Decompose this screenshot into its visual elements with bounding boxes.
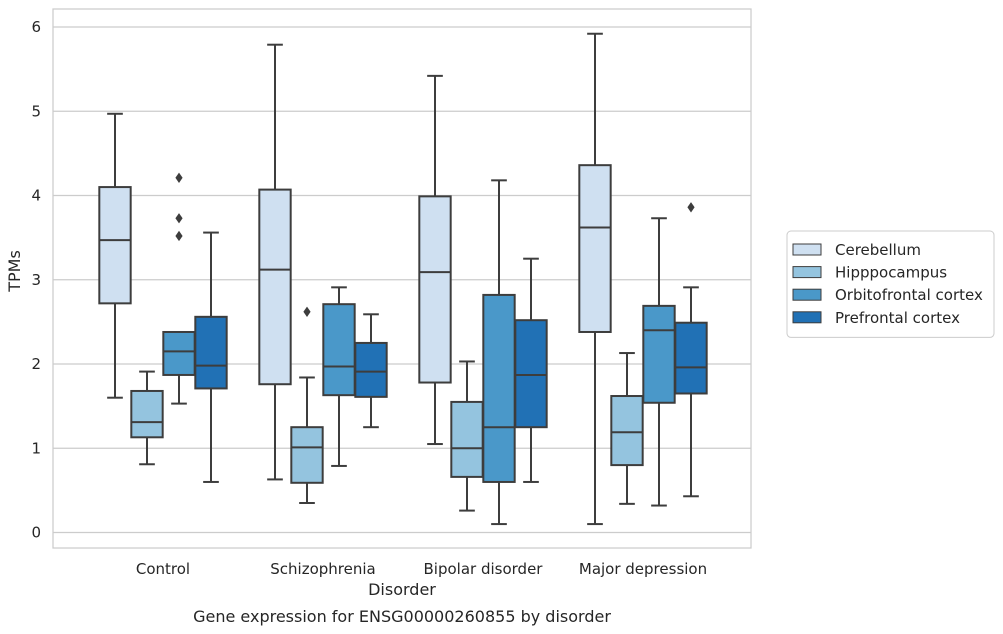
box-2-2 [482, 179, 516, 526]
box-3-1 [354, 313, 388, 429]
y-tick-label: 3 [31, 271, 41, 289]
y-tick-label: 0 [31, 524, 41, 542]
box-3-3 [674, 202, 708, 498]
box-0-1 [258, 43, 292, 481]
outlier-point [303, 306, 311, 317]
legend: Cerebellum Hipppocampus Orbitofrontal cort… [786, 230, 995, 338]
legend-label: Prefrontal cortex [835, 309, 960, 327]
y-tick-label: 5 [31, 102, 41, 120]
y-tick-label: 2 [31, 355, 41, 373]
y-axis-title: TPMs [5, 250, 24, 293]
box-iqr [482, 293, 516, 483]
box-1-2 [450, 360, 484, 512]
box-2-3 [642, 217, 676, 507]
x-axis-ticks: Control Schizophrenia Bipolar disorder Majo… [136, 560, 707, 578]
box-3-2 [514, 257, 548, 483]
boxes [98, 32, 708, 526]
box-iqr [290, 426, 324, 484]
y-tick-label: 1 [31, 439, 41, 457]
box-iqr [98, 186, 132, 305]
legend-swatch [792, 311, 822, 324]
legend-swatch [792, 243, 822, 256]
box-1-1 [290, 306, 324, 505]
box-iqr [130, 389, 164, 439]
x-tick-label: Major depression [579, 560, 707, 578]
y-tick-label: 4 [31, 187, 41, 205]
box-1-0 [130, 370, 164, 466]
box-iqr [194, 315, 228, 390]
box-3-0 [194, 231, 228, 483]
box-2-0 [162, 172, 196, 405]
box-iqr [258, 188, 292, 386]
legend-swatch [792, 266, 822, 279]
gridlines [53, 26, 751, 534]
box-iqr [514, 319, 548, 429]
legend-label: Cerebellum [835, 241, 921, 259]
x-tick-label: Bipolar disorder [424, 560, 544, 578]
box-iqr [578, 164, 612, 333]
box-iqr [322, 303, 356, 397]
box-iqr [354, 341, 388, 398]
box-0-3 [578, 32, 612, 526]
plot-area [52, 8, 752, 549]
box-0-2 [418, 74, 452, 446]
outlier-point [175, 213, 183, 224]
box-0-0 [98, 112, 132, 399]
box-iqr [674, 321, 708, 395]
box-iqr [610, 395, 644, 467]
box-iqr [450, 400, 484, 478]
x-tick-label: Control [136, 560, 190, 578]
x-tick-label: Schizophrenia [270, 560, 375, 578]
outlier-point [175, 172, 183, 183]
legend-frame [786, 230, 995, 338]
box-1-3 [610, 352, 644, 505]
outlier-point [687, 202, 695, 213]
box-2-1 [322, 286, 356, 467]
chart-caption: Gene expression for ENSG00000260855 by d… [193, 607, 611, 626]
outlier-point [175, 230, 183, 242]
legend-label: Orbitofrontal cortex [835, 286, 983, 304]
y-axis-ticks: 0 1 2 3 4 5 6 [31, 18, 41, 542]
box-iqr [418, 195, 452, 384]
y-tick-label: 6 [31, 18, 41, 36]
box-iqr [162, 330, 196, 376]
legend-label: Hipppocampus [835, 264, 947, 282]
legend-swatch [792, 288, 822, 301]
x-axis-title: Disorder [368, 580, 436, 599]
box-iqr [642, 304, 676, 404]
